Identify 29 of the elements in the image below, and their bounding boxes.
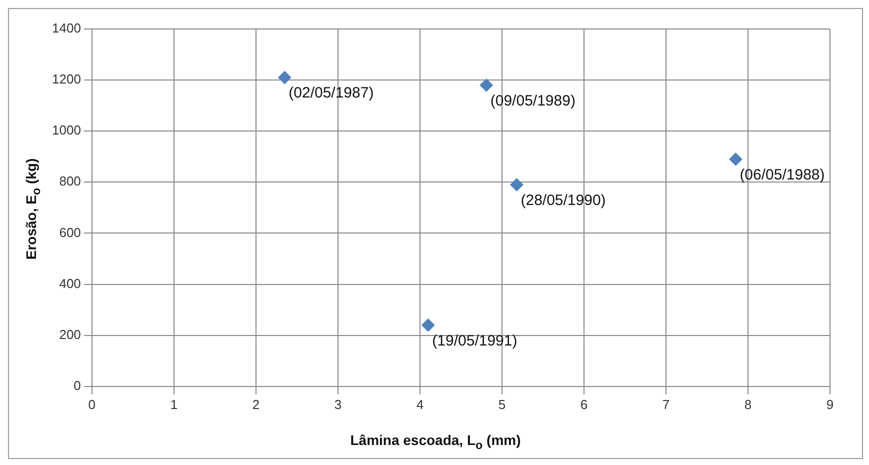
x-tick-label: 5 [498,396,506,412]
y-tick-label: 600 [59,224,81,240]
y-tick-label: 1400 [52,20,81,36]
point [480,78,493,92]
point [510,178,524,192]
point [729,152,742,166]
x-tick-label: 4 [416,396,424,412]
y-tick-label: 1200 [52,72,81,87]
y-tick-label: 0 [74,378,81,393]
x-axis-title: Lâmina escoada, L$_{o}$ (mm) [350,432,521,452]
x-tick-label: 3 [334,396,342,412]
x-tick-label: 6 [580,396,588,412]
annotation: (19/05/1991) [432,332,518,350]
y-tick-label: 800 [59,174,81,189]
annotation: (02/05/1987) [288,84,374,102]
x-tick-label: 0 [88,396,96,412]
x-tick-label: 8 [744,396,752,412]
point [422,318,435,332]
annotation: (28/05/1990) [520,192,606,209]
y-tick-label: 400 [59,276,81,291]
y-tick-label: 1000 [52,122,81,138]
annotation: (09/05/1989) [490,92,576,110]
x-tick-label: 1 [170,396,178,412]
x-tick-label: 2 [252,396,260,412]
point [278,71,292,84]
x-tick-label: 7 [662,396,670,412]
annotation: (06/05/1988) [740,166,825,184]
x-tick-label: 9 [826,396,834,412]
y-tick-label: 200 [59,326,81,342]
